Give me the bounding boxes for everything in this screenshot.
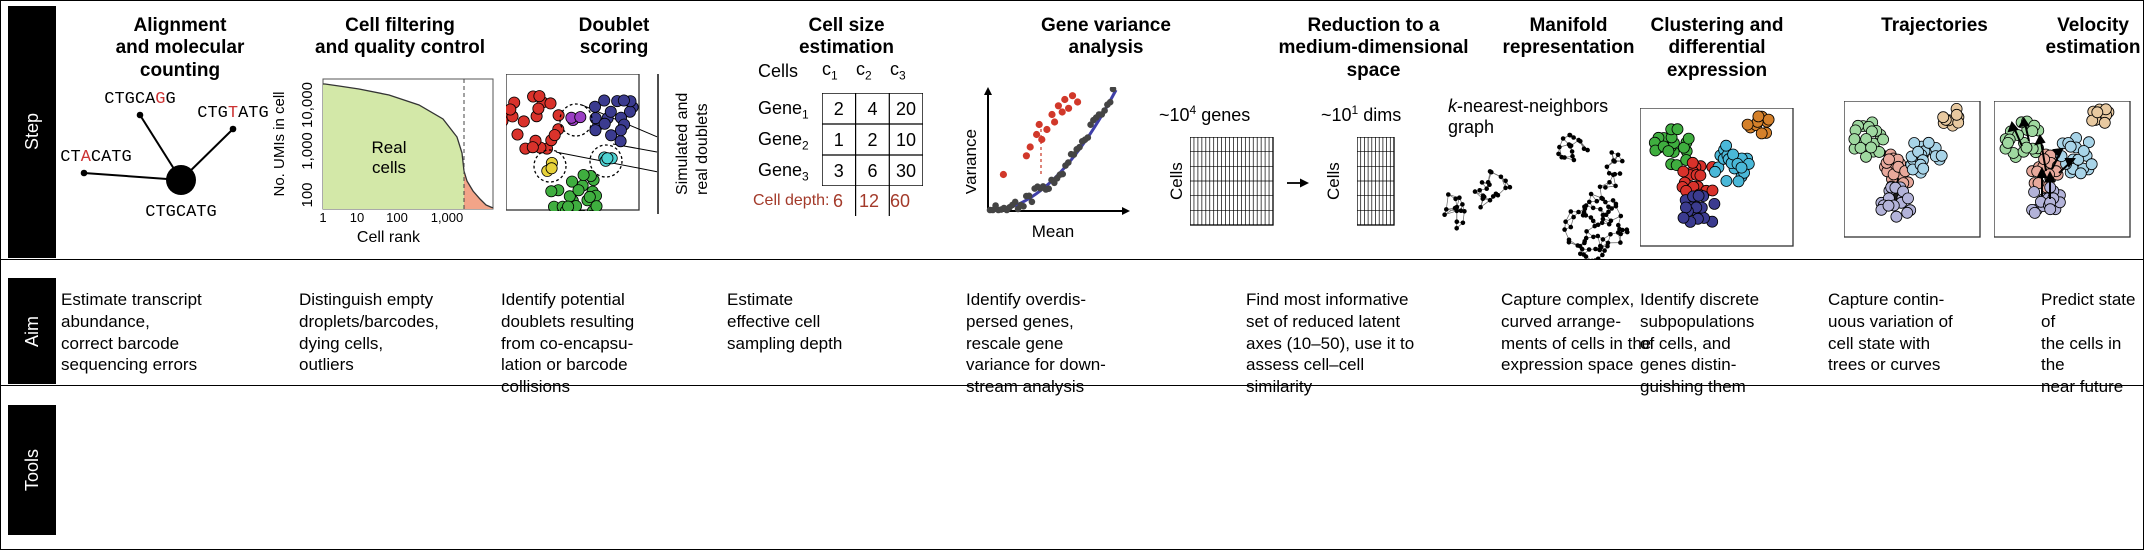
svg-text:No. UMIs in cell: No. UMIs in cell <box>271 91 288 196</box>
svg-text:1,000: 1,000 <box>431 210 464 225</box>
svg-text:CTGCAGG: CTGCAGG <box>104 90 175 109</box>
svg-text:3: 3 <box>834 161 844 181</box>
svg-text:CTGTATG: CTGTATG <box>197 104 268 123</box>
svg-text:10: 10 <box>350 210 364 225</box>
svg-text:Real: Real <box>372 138 407 157</box>
svg-text:4: 4 <box>867 99 877 119</box>
svg-text:2: 2 <box>834 99 844 119</box>
svg-text:20: 20 <box>896 99 916 119</box>
svg-text:1,000: 1,000 <box>299 132 316 170</box>
svg-text:30: 30 <box>896 161 916 181</box>
svg-text:6: 6 <box>867 161 877 181</box>
svg-text:100: 100 <box>299 182 316 207</box>
svg-text:Variance: Variance <box>966 129 980 195</box>
svg-text:CTGCATG: CTGCATG <box>145 203 216 222</box>
svg-text:CTACATG: CTACATG <box>61 148 132 167</box>
svg-text:100: 100 <box>386 210 408 225</box>
svg-text:1: 1 <box>319 210 326 225</box>
svg-text:2: 2 <box>867 130 877 150</box>
svg-text:10: 10 <box>896 130 916 150</box>
svg-text:cells: cells <box>372 158 406 177</box>
svg-text:Mean: Mean <box>1032 222 1075 237</box>
svg-text:1: 1 <box>834 130 844 150</box>
svg-text:10,000: 10,000 <box>299 82 316 128</box>
